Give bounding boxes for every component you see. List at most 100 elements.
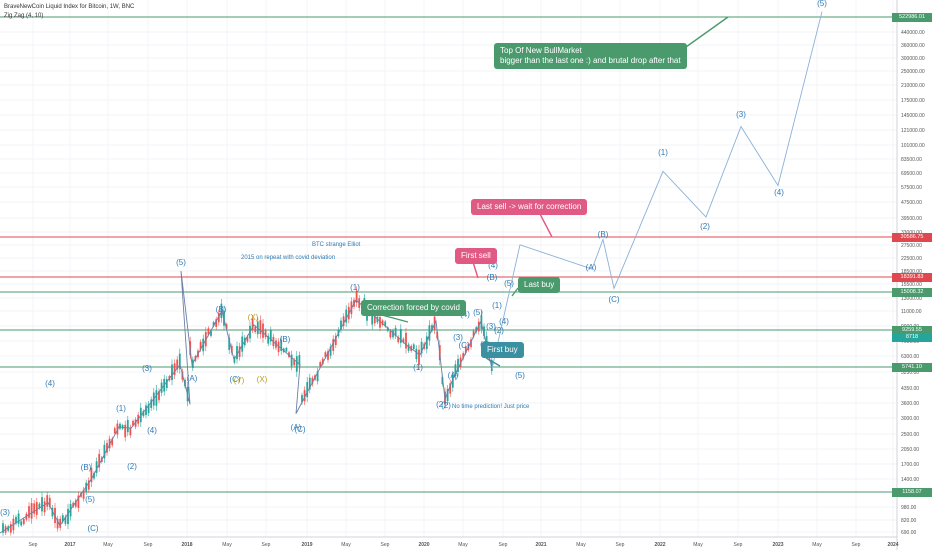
y-tick-label: 440000.00 [901,30,925,36]
candle-body [319,362,322,367]
x-tick-label: May [576,542,586,548]
candle-body [210,330,212,336]
callout-first-sell[interactable]: First sell [455,248,497,264]
y-tick-label: 13000.00 [901,296,922,302]
callout-pointer [539,213,553,238]
candle-body [145,405,147,416]
candle-body [262,323,264,338]
candle-body [381,320,384,326]
candle-body [173,363,176,376]
wave-label: (B) [81,463,92,472]
candle-body [212,322,215,327]
price-label: 18391.83 [892,272,932,282]
wave-label: (4) [45,379,55,388]
current-price-label: 8718 [892,332,932,342]
y-tick-label: 2050.00 [901,447,919,453]
candle-body [238,346,241,357]
y-tick-label: 250000.00 [901,69,925,75]
candle-body [340,320,342,330]
x-tick-label: Sep [852,542,861,548]
price-label: 1158.07 [892,487,932,497]
candle-body [483,326,485,337]
candle-body [264,330,267,338]
candle-body [293,359,296,366]
y-tick-label: 69500.00 [901,171,922,177]
y-tick-label: 300000.00 [901,56,925,62]
candle-body [56,518,59,529]
candle-body [98,453,101,468]
callout-last-buy[interactable]: Last buy [518,277,561,293]
wave-label: (B) [487,273,498,282]
y-tick-label: 18500.00 [901,269,922,275]
candle-body [329,346,332,356]
candle-body [74,500,77,507]
wave-label: (3) [142,364,152,373]
candle-body [321,358,324,365]
candle-body [176,359,179,370]
grid [0,0,897,537]
candle-body [61,515,64,522]
candle-body [236,346,238,360]
candle-body [7,526,10,531]
candle-body [259,320,262,335]
callout-first-buy[interactable]: First buy [481,342,524,358]
candle-body [217,312,220,323]
x-tick-label: Sep [734,542,743,548]
plot-area [0,0,897,550]
wave-label: (C) [608,295,619,304]
candle-body [48,497,51,507]
candle-body [46,495,49,507]
candle-body [155,390,158,406]
y-tick-label: 57500.00 [901,185,922,191]
candle-body [165,379,168,389]
callout-correction[interactable]: Correction forced by covid [361,300,466,316]
wave-label: (2) [700,222,710,231]
zigzag-layer [0,270,493,534]
price-label: 30586.75 [892,232,932,242]
candle-body [425,336,428,350]
candle-body [207,328,210,335]
candle-body [124,424,127,438]
candle-body [142,410,145,417]
chart-title: BraveNewCoin Liquid Index for Bitcoin, 1… [4,4,135,10]
price-label: 522986.01 [892,12,932,22]
wave-label: (3) [0,508,10,517]
wave-label: (A) [448,371,459,380]
note-strange-elliot: BTC strange Elliot [312,242,361,248]
candle-body [41,497,43,512]
candle-body [64,516,67,524]
y-tick-label: 6300.00 [901,354,919,360]
candle-body [15,516,17,524]
wave-label: (C) [458,341,469,350]
candle-body [20,521,23,526]
y-tick-label: 175000.00 [901,98,925,104]
y-tick-label: 83500.00 [901,157,922,163]
wave-label: (4) [488,261,498,270]
candle-body [199,341,202,350]
candle-body [59,518,62,528]
candle-body [373,314,376,324]
candle-body [17,513,20,524]
wave-label: (C) [87,524,98,533]
y-tick-label: 1700.00 [901,462,919,468]
candle-body [397,336,400,343]
wave-label: (3) [736,110,746,119]
candle-body [150,399,153,408]
x-tick-label: May [341,542,351,548]
candle-body [119,423,121,429]
price-lines [0,16,897,493]
candle-body [251,318,254,330]
x-tick-label: 2022 [654,542,665,548]
candle-body [290,354,293,367]
wave-label: (1) [492,301,502,310]
wave-label: (2) [494,326,504,335]
callout-top-bullmarket[interactable]: Top Of New BullMarket bigger than the la… [494,43,687,69]
candle-body [386,327,389,332]
candle-body [345,309,348,323]
candle-body [246,336,249,342]
x-tick-label: Sep [381,542,390,548]
candle-body [472,330,475,337]
candle-body [111,438,114,446]
callout-last-sell[interactable]: Last sell -> wait for correction [471,199,588,215]
wave-label: (1) [116,404,126,413]
